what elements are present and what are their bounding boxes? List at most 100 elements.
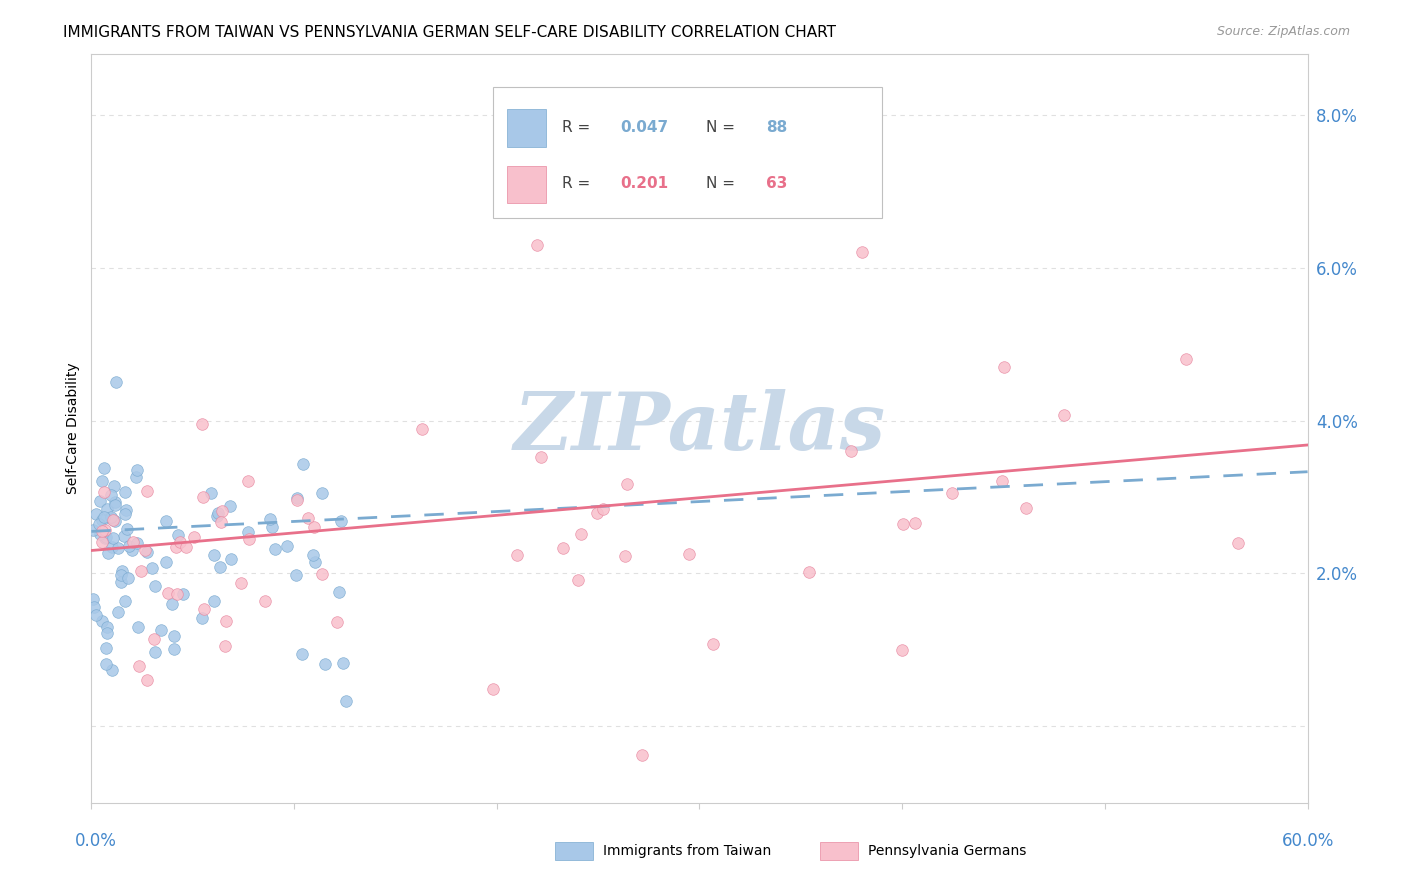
Point (219, 499, 242, 513)
Point (314, 657, 336, 671)
Point (107, 605, 129, 619)
Point (209, 559, 232, 574)
Point (89, 494, 111, 508)
Point (202, 594, 225, 608)
Bar (508, 166, 547, 203)
Text: 0.0%: 0.0% (75, 832, 117, 850)
Point (231, 576, 253, 591)
Point (90, 614, 112, 628)
Text: Pennsylvania Germans: Pennsylvania Germans (868, 844, 1026, 858)
Point (155, 514, 177, 528)
Point (285, 491, 308, 505)
Point (204, 548, 226, 562)
Point (238, 533, 260, 547)
Point (214, 639, 236, 653)
Point (1175, 352, 1198, 367)
Point (169, 535, 191, 549)
Text: N =: N = (706, 120, 740, 135)
Point (329, 514, 352, 528)
Point (236, 475, 259, 489)
Point (631, 748, 654, 763)
Point (100, 663, 122, 677)
Text: 88: 88 (766, 120, 787, 135)
Point (328, 585, 350, 599)
Point (678, 548, 700, 562)
Point (797, 565, 820, 579)
Point (125, 535, 148, 549)
Point (326, 615, 349, 629)
Point (87, 517, 110, 532)
Point (96, 620, 118, 634)
Point (276, 539, 298, 553)
Text: 0.201: 0.201 (620, 176, 669, 191)
Point (115, 502, 138, 516)
Point (238, 524, 260, 539)
Point (191, 611, 214, 625)
Point (891, 516, 914, 531)
Text: Source: ZipAtlas.com: Source: ZipAtlas.com (1216, 25, 1350, 38)
Point (90, 474, 112, 488)
Point (193, 601, 215, 615)
Point (304, 555, 326, 569)
FancyBboxPatch shape (492, 87, 882, 219)
Point (150, 623, 173, 637)
Point (991, 474, 1014, 488)
Point (530, 450, 553, 465)
Point (100, 509, 122, 524)
Point (941, 485, 963, 500)
Point (115, 522, 138, 536)
Point (93, 461, 115, 475)
Point (160, 597, 183, 611)
Point (551, 541, 574, 555)
Point (96, 625, 118, 640)
Point (93, 510, 115, 524)
Point (166, 541, 188, 555)
Point (143, 645, 166, 659)
Point (101, 512, 124, 526)
Point (904, 516, 927, 531)
Point (291, 647, 314, 661)
Point (993, 359, 1015, 374)
Point (143, 632, 166, 647)
Point (155, 555, 177, 569)
Point (891, 643, 914, 657)
Point (128, 659, 150, 673)
Point (586, 506, 609, 520)
Text: ZIPatlas: ZIPatlas (513, 390, 886, 467)
Point (129, 564, 152, 578)
Point (97, 546, 120, 560)
Point (253, 594, 276, 608)
Point (156, 586, 179, 600)
Point (851, 245, 873, 260)
Bar (555, 842, 593, 860)
Point (90, 524, 112, 538)
Point (163, 629, 186, 643)
Point (183, 530, 205, 544)
Point (260, 520, 283, 534)
Point (616, 477, 638, 491)
Point (215, 615, 238, 629)
Point (259, 512, 281, 526)
Point (118, 539, 141, 553)
Text: IMMIGRANTS FROM TAIWAN VS PENNSYLVANIA GERMAN SELF-CARE DISABILITY CORRELATION C: IMMIGRANTS FROM TAIWAN VS PENNSYLVANIA G… (63, 25, 837, 40)
Point (481, 682, 503, 697)
Point (117, 571, 139, 585)
Point (411, 422, 433, 436)
Text: 63: 63 (766, 176, 787, 191)
Point (121, 543, 143, 558)
Point (749, 161, 772, 176)
Point (264, 542, 287, 557)
Y-axis label: Self-Care Disability: Self-Care Disability (66, 362, 80, 494)
Point (136, 483, 159, 498)
Point (302, 520, 325, 534)
Point (569, 527, 592, 541)
Point (107, 541, 129, 556)
Point (297, 511, 319, 525)
Point (101, 531, 124, 545)
Point (82, 523, 104, 537)
Point (167, 527, 190, 541)
Point (96, 502, 118, 516)
Point (104, 514, 127, 528)
Point (110, 568, 132, 582)
Point (114, 485, 136, 500)
